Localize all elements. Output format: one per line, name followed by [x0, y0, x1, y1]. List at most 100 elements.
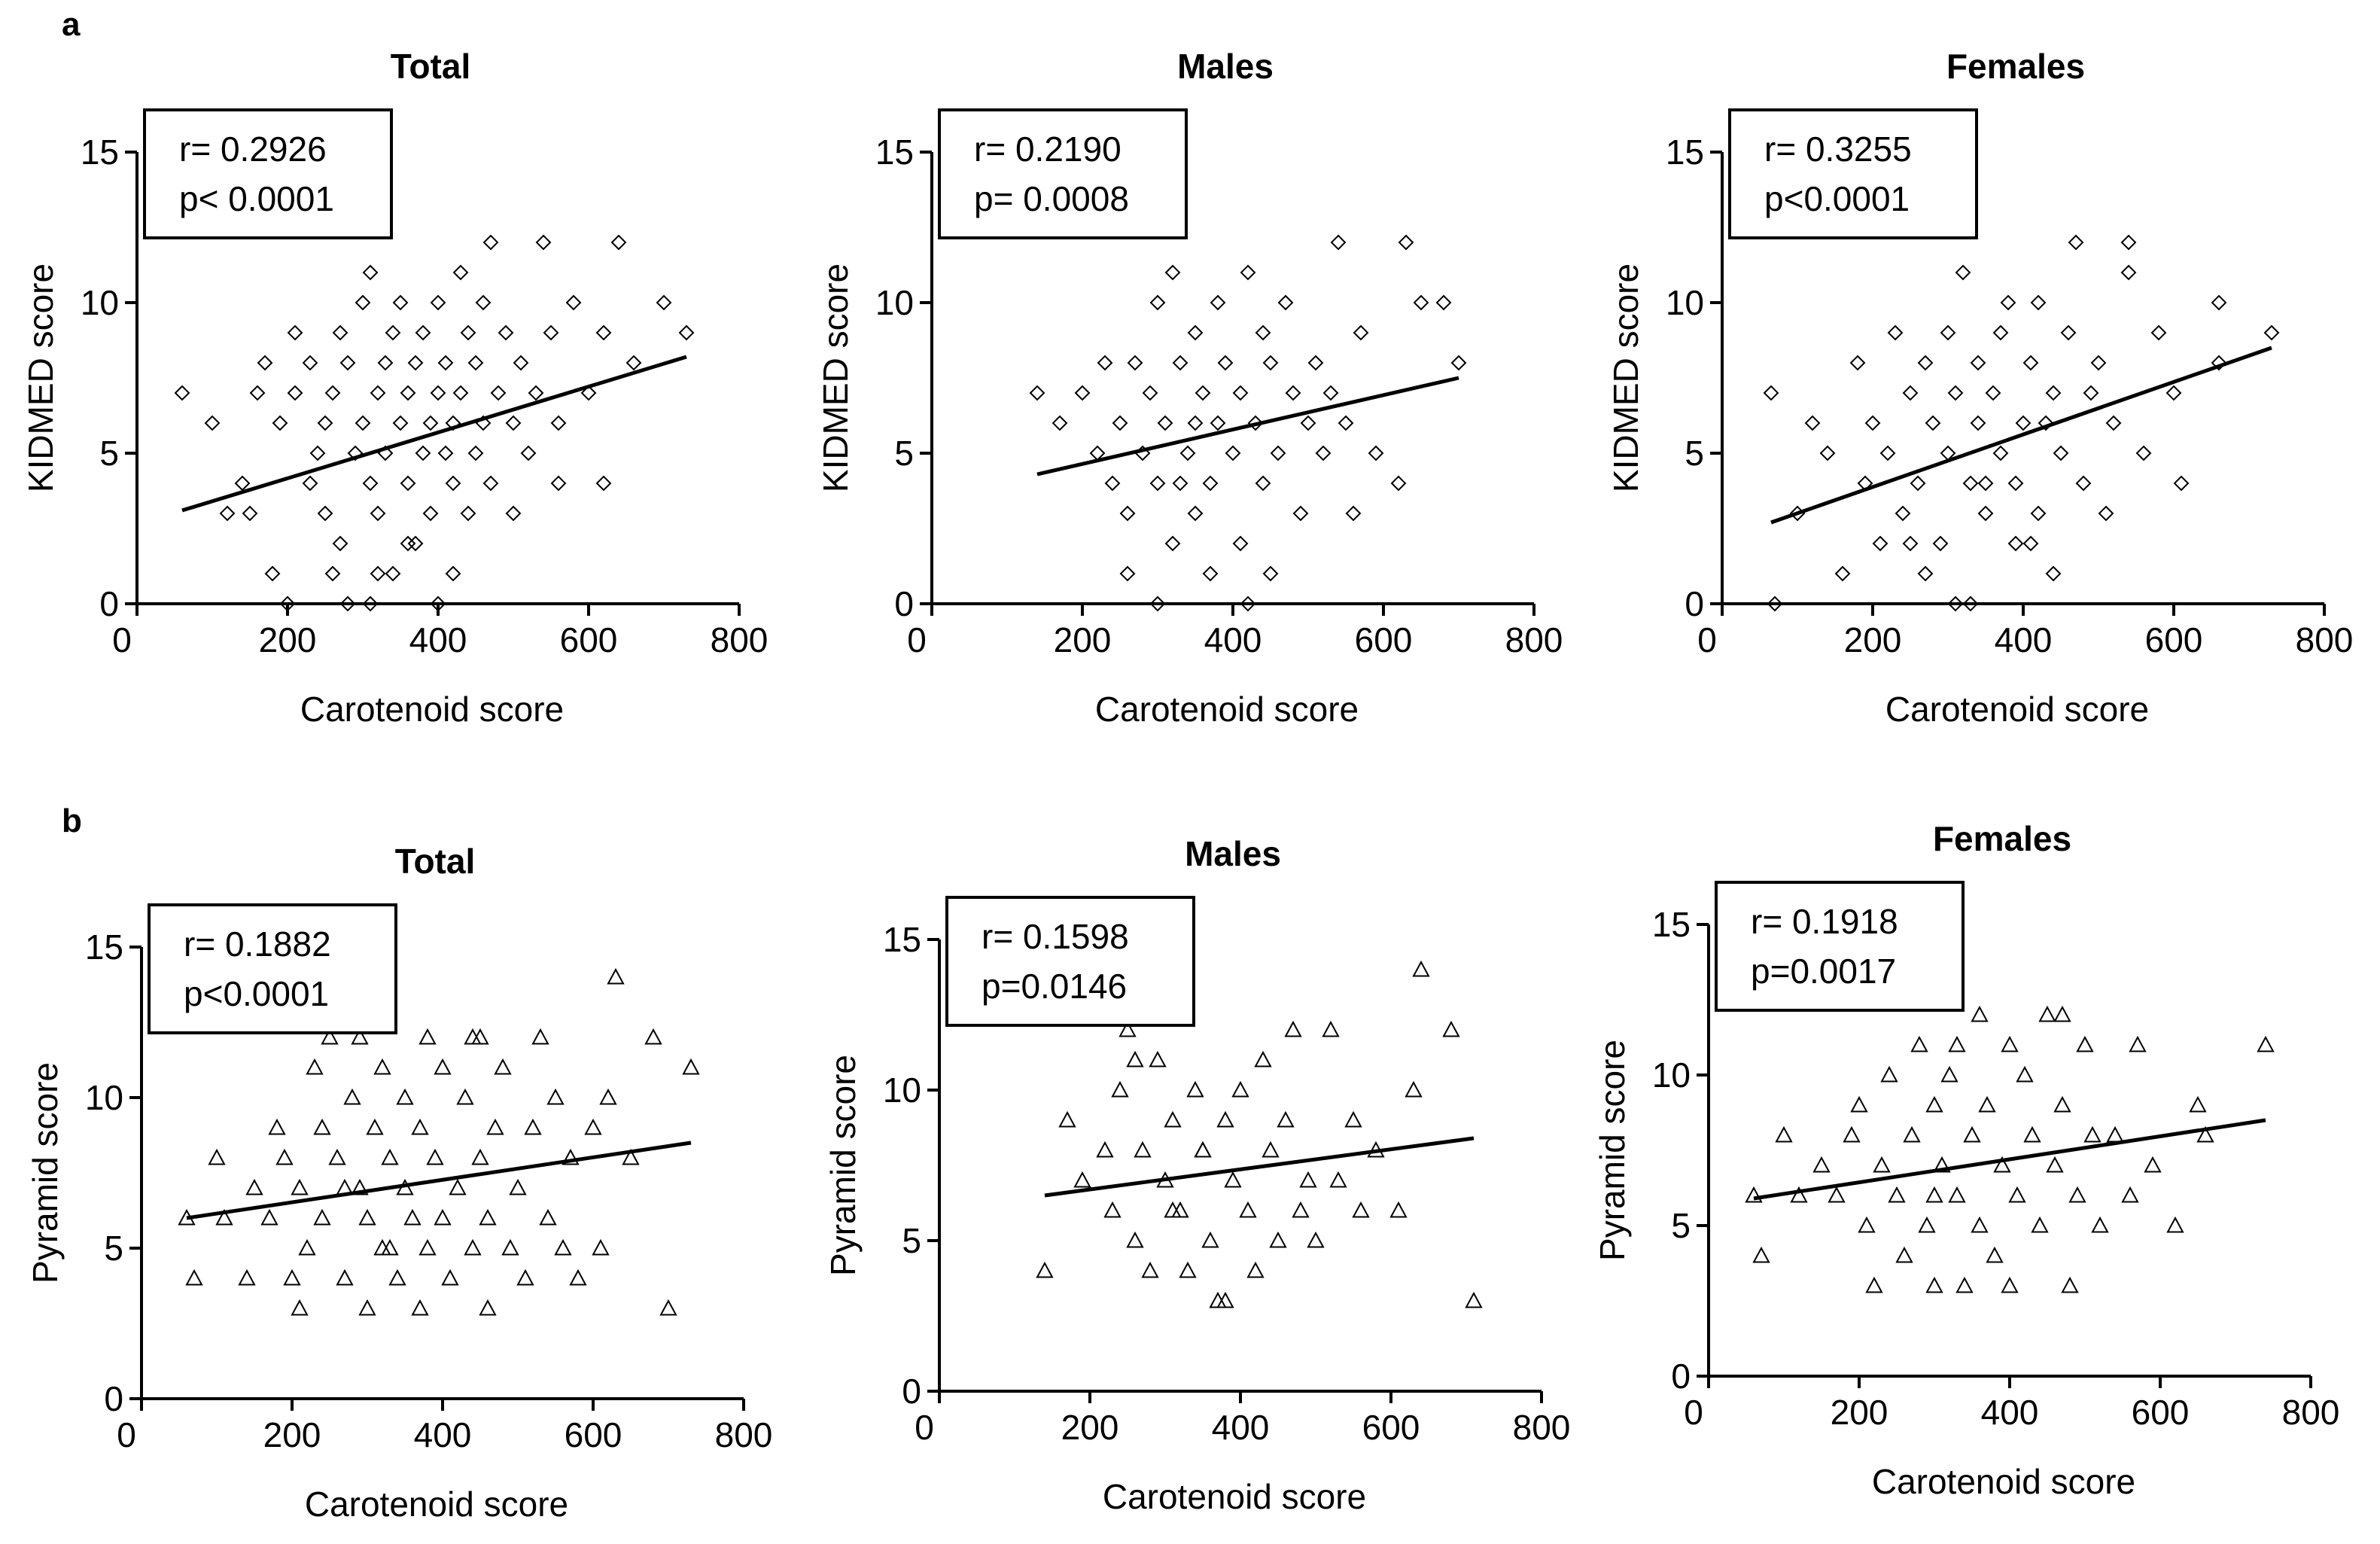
data-point — [1345, 505, 1362, 522]
data-point — [328, 1148, 346, 1165]
data-point — [204, 415, 221, 431]
data-point — [407, 535, 424, 552]
data-point — [1880, 1065, 1898, 1083]
data-point — [2083, 385, 2099, 401]
data-point — [2001, 1276, 2019, 1293]
data-point — [392, 294, 409, 311]
data-point — [2022, 535, 2039, 552]
data-point — [1171, 1201, 1189, 1218]
data-point — [460, 324, 476, 341]
data-point — [1435, 294, 1452, 311]
data-point — [373, 1058, 391, 1075]
data-point — [1819, 445, 1836, 461]
data-point — [385, 324, 401, 341]
data-point — [1925, 1186, 1943, 1203]
data-point — [370, 565, 386, 582]
x-axis-label: Carotenoid score — [300, 690, 564, 729]
data-point — [501, 1238, 519, 1256]
chart-b-total: Total 0 5 10 15 0 200 400 600 800 Carotenoid score… — [26, 842, 772, 1524]
r-value: r= 0.2190 — [974, 129, 1122, 169]
data-point — [2135, 445, 2152, 461]
y-tick-label: 15 — [875, 132, 914, 172]
data-point — [1179, 1261, 1197, 1278]
data-point — [366, 1118, 384, 1135]
data-point — [396, 1088, 414, 1105]
data-point — [1262, 1140, 1280, 1158]
data-point — [434, 1058, 452, 1075]
data-point — [2120, 234, 2137, 251]
data-point — [1126, 1050, 1144, 1067]
chart-a-females: Females 0 5 10 15 0 200 400 600 800 Carotenoid sco… — [1606, 47, 2353, 729]
data-point — [355, 415, 371, 431]
x-tick-label: 0 — [907, 620, 927, 659]
data-point — [486, 1118, 504, 1135]
data-point — [291, 1178, 309, 1195]
x-axis-label: Carotenoid score — [1095, 690, 1359, 729]
data-point — [1873, 1156, 1891, 1173]
x-tick-label: 400 — [1212, 1408, 1270, 1447]
data-point — [377, 355, 394, 371]
data-point — [471, 1028, 489, 1045]
data-point — [2144, 1156, 2162, 1173]
data-point — [1849, 355, 1866, 371]
x-axis-label: Carotenoid score — [305, 1485, 568, 1524]
data-point — [1269, 1231, 1287, 1248]
data-point — [185, 1268, 203, 1286]
data-point — [1103, 1201, 1122, 1218]
data-point — [422, 505, 439, 522]
data-point — [682, 1058, 700, 1075]
data-point — [1925, 1095, 1943, 1113]
data-point — [592, 1238, 610, 1256]
x-tick-label: 0 — [1697, 620, 1717, 659]
data-point — [1344, 1110, 1362, 1128]
stats-box — [143, 108, 393, 239]
data-point — [498, 324, 514, 341]
data-point — [313, 1118, 331, 1135]
data-point — [434, 1208, 452, 1226]
data-point — [1948, 1035, 1966, 1052]
stats-box — [1728, 108, 1978, 239]
data-point — [1194, 1140, 1212, 1158]
data-point — [1767, 595, 1783, 612]
data-point — [1119, 565, 1136, 582]
data-point — [535, 234, 552, 251]
stats-box — [945, 896, 1195, 1027]
data-point — [1119, 505, 1136, 522]
x-tick-label: 600 — [565, 1415, 622, 1454]
data-point — [2031, 1216, 2049, 1233]
data-point — [362, 264, 379, 281]
data-point — [2053, 1095, 2071, 1113]
data-point — [1262, 565, 1279, 582]
data-point — [2046, 1156, 2064, 1173]
r-value: r= 0.3255 — [1764, 129, 1912, 169]
y-axis-label: KIDMED score — [816, 263, 855, 492]
data-point — [2166, 1216, 2184, 1233]
chart-a-males: Males 0 5 10 15 0 200 400 600 800 Carotenoid score… — [816, 47, 1563, 729]
data-point — [1955, 264, 1971, 281]
data-point — [562, 1148, 580, 1165]
data-point — [1850, 1095, 1868, 1113]
data-point — [208, 1148, 226, 1165]
data-point — [347, 445, 364, 461]
data-point — [1142, 385, 1158, 401]
data-point — [1172, 355, 1188, 371]
data-point — [426, 1148, 444, 1165]
data-point — [411, 1299, 429, 1316]
data-point — [332, 324, 348, 341]
x-tick-label: 400 — [409, 620, 467, 659]
x-tick-label: 200 — [1061, 1408, 1119, 1447]
data-point — [1216, 1291, 1234, 1308]
data-point — [2030, 294, 2047, 311]
data-point — [1986, 1246, 2004, 1263]
data-point — [1963, 1125, 1981, 1143]
data-point — [1887, 324, 1904, 341]
data-point — [1277, 294, 1294, 311]
data-point — [437, 445, 454, 461]
y-tick-label: 0 — [104, 1379, 123, 1418]
data-point — [272, 415, 288, 431]
data-point — [1036, 1261, 1054, 1278]
data-point — [1338, 415, 1354, 431]
data-point — [302, 355, 318, 371]
data-point — [1292, 505, 1309, 522]
data-point — [1804, 415, 1821, 431]
